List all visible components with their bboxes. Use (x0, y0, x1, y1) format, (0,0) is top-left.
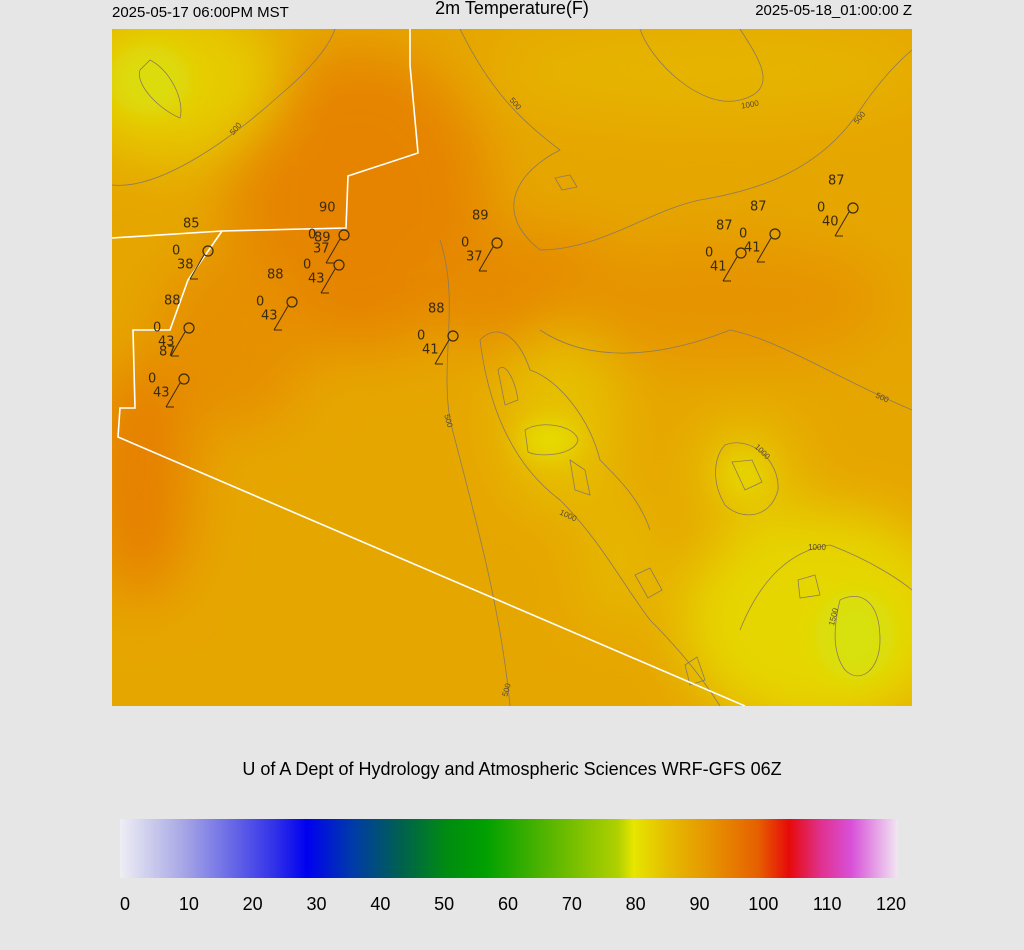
colorbar-tick-label: 60 (498, 894, 518, 914)
contour-label: 1000 (808, 543, 826, 552)
station-circle (333, 259, 345, 271)
colorbar-tick-label: 30 (306, 894, 326, 914)
wind-barb (189, 254, 205, 280)
colorbar-tick-label: 50 (434, 894, 454, 914)
station-circle (735, 247, 747, 259)
station-code: 0 (705, 246, 713, 261)
wind-barb (325, 238, 341, 264)
station-code: 0 (256, 295, 264, 310)
station-dewpoint: 43 (158, 335, 175, 350)
map-title: 2m Temperature(F) (435, 0, 589, 18)
station-circle (202, 245, 214, 257)
station-dewpoint: 37 (313, 242, 330, 257)
station-dewpoint: 37 (466, 250, 483, 265)
station-code: 0 (739, 227, 747, 242)
station-temperature: 90 (319, 201, 336, 216)
station-circle (447, 330, 459, 342)
terrain-contours (112, 29, 912, 706)
station-code: 0 (461, 236, 469, 251)
contour-label: 1000 (740, 99, 760, 111)
contour-label: 500 (501, 682, 513, 698)
colorbar-tick-label: 90 (689, 894, 709, 914)
station-temperature: 88 (164, 294, 181, 309)
colorbar-tick-label: 20 (243, 894, 263, 914)
station-dewpoint: 41 (744, 241, 761, 256)
colorbar-tick-label: 0 (120, 894, 130, 914)
valid-local-time: 2025-05-17 06:00PM MST (112, 4, 289, 21)
colorbar (120, 819, 898, 878)
station-temperature: 87 (716, 219, 733, 234)
station-dewpoint: 43 (308, 272, 325, 287)
colorbar-tick-label: 120 (876, 894, 906, 914)
station-temperature: 87 (828, 174, 845, 189)
wind-barb (170, 331, 186, 357)
contour-label: 500 (442, 413, 454, 429)
station-code: 0 (417, 329, 425, 344)
station-circle (178, 373, 190, 385)
station-temperature: 88 (267, 268, 284, 283)
station-dewpoint: 41 (422, 343, 439, 358)
colorbar-tick-label: 40 (370, 894, 390, 914)
station-circle (491, 237, 503, 249)
station-temperature: 85 (183, 217, 200, 232)
station-temperature: 87 (750, 200, 767, 215)
station-dewpoint: 41 (710, 260, 727, 275)
colorbar-tick-label: 70 (562, 894, 582, 914)
station-temperature: 88 (428, 302, 445, 317)
station-temperature: 87 (159, 345, 176, 360)
station-circle (847, 202, 859, 214)
credit: U of A Dept of Hydrology and Atmospheric… (242, 759, 781, 779)
wind-barb (756, 237, 772, 263)
station-circle (183, 322, 195, 334)
state-borders (112, 29, 746, 706)
station-circle (769, 228, 781, 240)
station-circle (338, 229, 350, 241)
colorbar-tick-label: 100 (748, 894, 778, 914)
station-temperature: 89 (472, 209, 489, 224)
station-code: 0 (303, 258, 311, 273)
station-dewpoint: 43 (153, 386, 170, 401)
wind-barb (434, 339, 450, 365)
station-dewpoint: 38 (177, 258, 194, 273)
station-dewpoint: 43 (261, 309, 278, 324)
station-circle (286, 296, 298, 308)
station-code: 0 (172, 244, 180, 259)
valid-utc-time: 2025-05-18_01:00:00 Z (755, 2, 912, 19)
colorbar-tick-label: 80 (626, 894, 646, 914)
wind-barb (834, 211, 850, 237)
wind-barb (165, 382, 181, 408)
station-code: 0 (153, 321, 161, 336)
station-code: 0 (817, 201, 825, 216)
wind-barb (320, 268, 336, 294)
colorbar-tick-label: 10 (179, 894, 199, 914)
colorbar-tick-label: 110 (813, 894, 842, 914)
wind-barb (273, 305, 289, 331)
station-code: 0 (148, 372, 156, 387)
station-code: 0 (308, 228, 316, 243)
wind-barb (478, 246, 494, 272)
station-dewpoint: 40 (822, 215, 839, 230)
wind-barb (722, 256, 738, 282)
station-temperature: 89 (314, 231, 331, 246)
